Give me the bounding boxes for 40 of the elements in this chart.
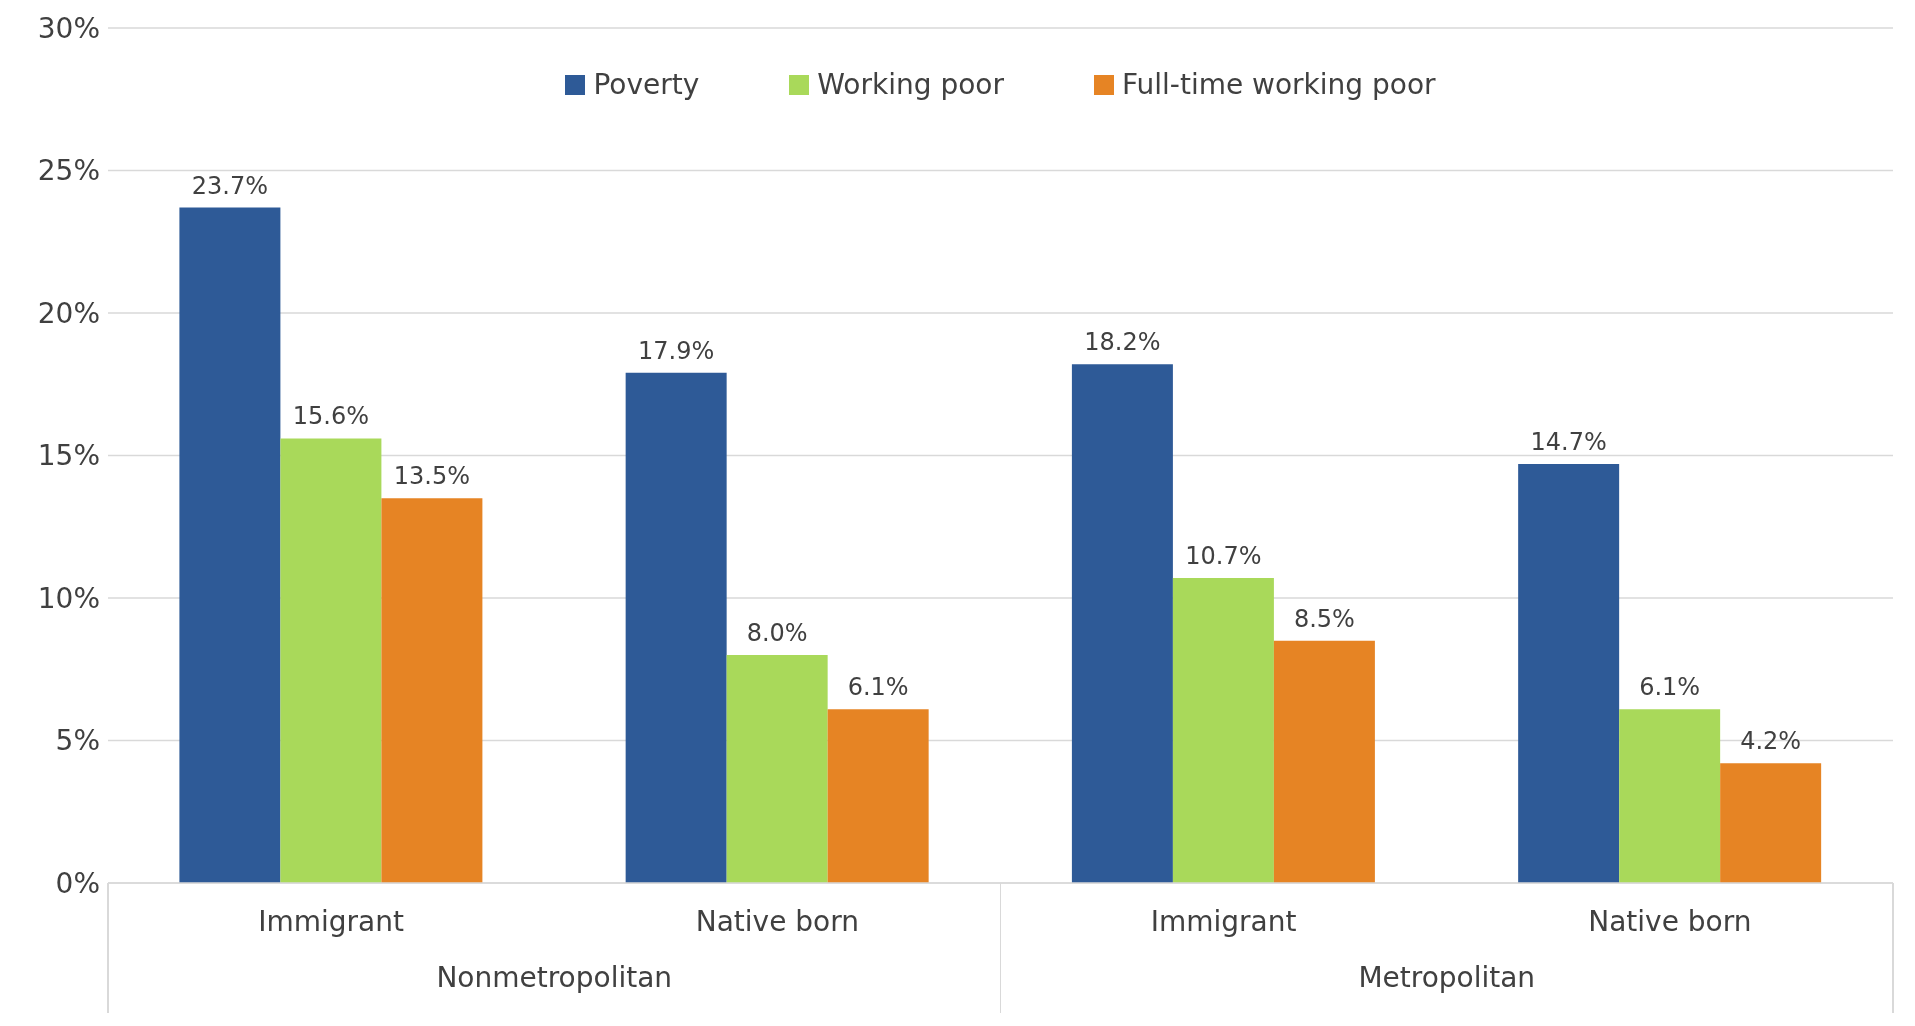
data-label: 6.1% — [847, 673, 909, 702]
bar — [1172, 578, 1274, 883]
text: Nonmetropolitan — [435, 961, 674, 994]
bar — [1518, 464, 1620, 883]
data-label: 23.7% — [191, 171, 269, 200]
y-tick-label: 15% — [37, 439, 100, 473]
bar — [280, 438, 382, 883]
bar — [1071, 364, 1173, 883]
y-tick-label: 5% — [55, 724, 100, 758]
bar — [827, 709, 929, 883]
legend-label: Full-time working poor — [1121, 68, 1436, 101]
y-tick-label: 10% — [37, 581, 100, 615]
data-label: 8.5% — [1293, 604, 1355, 633]
data-label: 15.6% — [292, 402, 370, 431]
bar — [1619, 709, 1721, 883]
data-label: 14.7% — [1530, 428, 1607, 457]
data-label: 10.7% — [1185, 542, 1262, 571]
y-tick-label: 20% — [37, 296, 100, 330]
data-label: 6.1% — [1639, 673, 1701, 702]
y-tick-label: 25% — [37, 154, 100, 188]
bar — [625, 372, 727, 883]
x-tick-label: Immigrant — [1150, 904, 1297, 938]
legend-label: Poverty — [593, 68, 700, 101]
data-label: 8.0% — [746, 619, 808, 647]
x-tick-label: Native born — [695, 904, 859, 938]
bar — [1273, 640, 1375, 883]
bar — [381, 498, 483, 883]
x-tick-label: Immigrant — [258, 904, 405, 938]
bar — [726, 655, 828, 883]
bar — [1720, 763, 1822, 883]
data-label: 18.2% — [1084, 328, 1161, 357]
y-tick-label: 0% — [55, 866, 100, 900]
legend-label: Working poor — [817, 68, 1004, 101]
y-tick-label: 30% — [37, 11, 100, 45]
bar — [179, 207, 281, 883]
data-label: 4.2% — [1740, 727, 1802, 756]
data-label: 17.9% — [638, 336, 715, 365]
x-tick-label: Native born — [1588, 904, 1752, 938]
data-label: 13.5% — [393, 462, 471, 491]
text: Metropolitan — [1357, 961, 1537, 994]
